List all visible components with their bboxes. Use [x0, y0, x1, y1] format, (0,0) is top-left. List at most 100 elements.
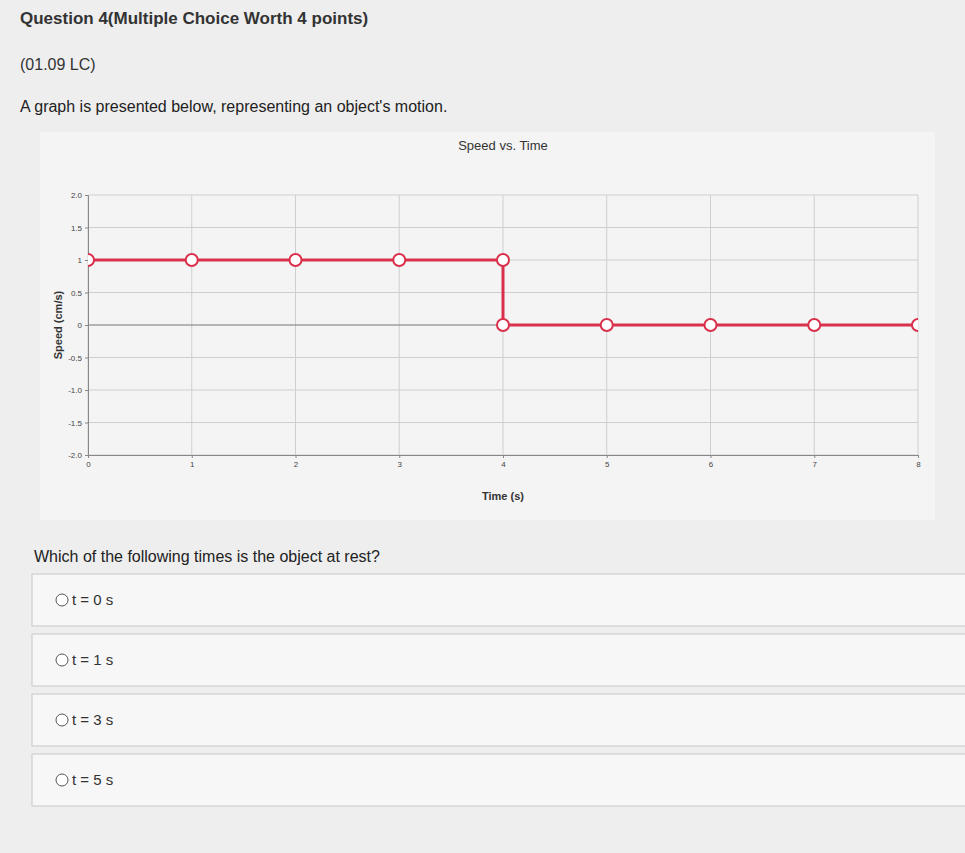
speed-line: [88, 260, 918, 325]
y-tick: -2.0: [68, 451, 88, 460]
x-tick-mark: [814, 455, 815, 458]
y-tick: -0.5: [68, 354, 88, 363]
data-point: [497, 254, 509, 266]
x-tick: 0: [86, 455, 91, 469]
y-tick-mark: [85, 195, 88, 196]
x-tick-label: 2: [294, 460, 299, 469]
grid-line-y: [88, 227, 918, 228]
y-tick-label: -1.5: [68, 419, 82, 428]
y-tick-label: 1.5: [71, 224, 83, 233]
y-tick-mark: [85, 325, 88, 326]
radio-button[interactable]: [56, 594, 68, 606]
grid-line-y: [88, 422, 918, 423]
x-tick: 4: [501, 455, 506, 469]
chart-title: Speed vs. Time: [458, 138, 548, 153]
radio-button[interactable]: [56, 654, 68, 666]
option-label: t = 3 s: [72, 711, 113, 728]
y-tick-label: 2.0: [71, 191, 83, 200]
x-tick: 7: [813, 455, 818, 469]
x-tick-label: 3: [398, 460, 403, 469]
answer-option[interactable]: t = 5 s: [32, 754, 965, 806]
x-tick-mark: [192, 455, 193, 458]
data-point: [601, 319, 613, 331]
data-point: [705, 319, 717, 331]
question-header: Question 4(Multiple Choice Worth 4 point…: [20, 9, 368, 28]
answer-option[interactable]: t = 1 s: [32, 634, 965, 686]
option-label: t = 1 s: [72, 651, 113, 668]
y-tick-label: 0: [78, 321, 83, 330]
option-box[interactable]: [32, 634, 965, 686]
y-tick-mark: [85, 455, 88, 456]
x-tick-mark: [607, 455, 608, 458]
x-tick: 1: [190, 455, 195, 469]
x-tick: 8: [916, 455, 921, 469]
y-tick: 0.5: [71, 289, 88, 298]
x-tick-label: 8: [916, 460, 921, 469]
radio-button[interactable]: [56, 774, 68, 786]
plot-area: [88, 254, 918, 331]
data-point: [88, 254, 94, 266]
y-axis-line: [85, 196, 89, 456]
option-box[interactable]: [32, 754, 965, 806]
x-tick-label: 1: [190, 460, 195, 469]
grid-line-y: [88, 390, 918, 391]
x-tick-mark: [711, 455, 712, 458]
data-point: [186, 254, 198, 266]
data-point: [912, 319, 918, 331]
grid: [88, 195, 918, 455]
grid-line-y: [88, 357, 918, 358]
answer-option[interactable]: t = 3 s: [32, 694, 965, 746]
y-tick-mark: [85, 358, 88, 359]
y-tick-mark: [85, 228, 88, 229]
y-tick: 1: [78, 256, 88, 265]
x-axis: 0 1 2 3 4 5 6 7 8: [86, 455, 921, 469]
data-point: [393, 254, 405, 266]
x-tick-mark: [918, 455, 919, 458]
option-label: t = 0 s: [72, 591, 113, 608]
option-label: t = 5 s: [72, 771, 113, 788]
x-tick-mark: [399, 455, 400, 458]
x-tick: 3: [398, 455, 403, 469]
option-box[interactable]: [32, 574, 965, 626]
option-box[interactable]: [32, 694, 965, 746]
x-axis-line: [89, 456, 919, 459]
y-tick-label: 1: [78, 256, 83, 265]
x-tick-label: 6: [709, 460, 714, 469]
y-tick: 1.5: [71, 224, 88, 233]
x-tick-label: 5: [605, 460, 610, 469]
x-tick-label: 7: [813, 460, 818, 469]
screen: Question 4(Multiple Choice Worth 4 point…: [0, 0, 965, 853]
x-axis-title: Time (s): [482, 490, 524, 502]
radio-button[interactable]: [56, 714, 68, 726]
y-tick-label: -1.0: [68, 386, 82, 395]
answer-option[interactable]: t = 0 s: [32, 574, 965, 626]
x-tick-label: 4: [501, 460, 506, 469]
y-axis-title: Speed (cm/s): [52, 290, 64, 359]
y-tick-label: 0.5: [71, 289, 83, 298]
y-tick: 2.0: [71, 191, 88, 200]
x-tick-label: 0: [86, 460, 91, 469]
question-text: Which of the following times is the obje…: [34, 548, 380, 565]
x-tick-mark: [503, 455, 504, 458]
x-tick: 2: [294, 455, 299, 469]
data-point: [290, 254, 302, 266]
x-tick: 6: [709, 455, 714, 469]
x-tick: 5: [605, 455, 610, 469]
page: Question 4(Multiple Choice Worth 4 point…: [0, 0, 965, 853]
y-tick-mark: [85, 423, 88, 424]
data-point: [497, 319, 509, 331]
x-tick-mark: [296, 455, 297, 458]
chart-panel: [40, 132, 935, 520]
y-tick-label: -2.0: [68, 451, 82, 460]
grid-line-y: [88, 195, 918, 196]
y-axis: -2.0 -1.5 -1.0 -0.5 0 0.5 1 1.5 2.0: [68, 191, 88, 460]
y-tick-mark: [85, 390, 88, 391]
y-tick: 0: [78, 321, 88, 330]
y-tick-label: -0.5: [68, 354, 82, 363]
y-tick-mark: [85, 260, 88, 261]
data-point: [808, 319, 820, 331]
question-prompt: A graph is presented below, representing…: [20, 98, 447, 115]
y-tick: -1.0: [68, 386, 88, 395]
y-tick: -1.5: [68, 419, 88, 428]
question-code: (01.09 LC): [20, 56, 96, 73]
